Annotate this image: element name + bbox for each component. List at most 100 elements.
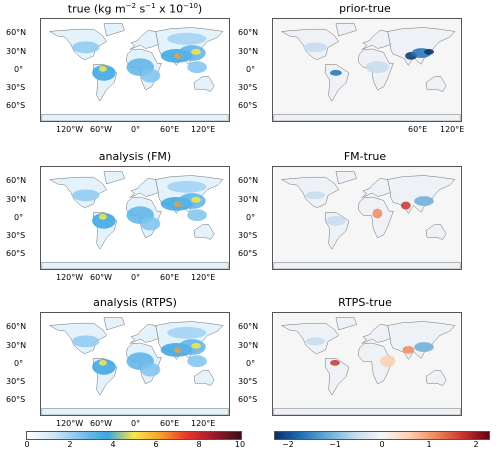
lat-label: 60°N [6, 322, 27, 331]
landmass-gr [335, 171, 357, 185]
lon-label: 120°E [191, 273, 216, 282]
landmass-eu [129, 324, 159, 344]
flux-hotspot [402, 345, 415, 354]
landmass-an [273, 261, 461, 269]
flux-hotspot [414, 342, 434, 352]
landmass-eu [361, 30, 391, 50]
flux-hotspot [424, 48, 434, 55]
lon-label: 60°W [90, 419, 113, 428]
panel-title-fm-true: FM-true [343, 150, 387, 163]
lat-label: 60°N [238, 322, 259, 331]
lon-label: 60°W [90, 273, 113, 282]
lon-label: 60°W [90, 125, 113, 134]
lat-label: 60°S [238, 101, 258, 110]
lat-label: 30°S [238, 377, 258, 386]
lat-label: 0° [14, 213, 24, 222]
colorbar-tick: 0 [379, 440, 385, 449]
landmass-eu [129, 178, 159, 198]
lon-label: 60°E [408, 125, 428, 134]
landmass-au [425, 76, 447, 92]
lat-label: 30°S [6, 83, 26, 92]
landmass-an [41, 113, 229, 121]
lat-label: 30°N [6, 47, 27, 56]
flux-hotspot [72, 41, 100, 54]
landmass-an [273, 407, 461, 415]
colorbar-tick: −2 [282, 440, 294, 449]
map-analysis-fm [40, 166, 230, 270]
lon-label: 120°E [191, 419, 216, 428]
lat-label: 60°N [6, 176, 27, 185]
lon-label: 60°E [160, 419, 180, 428]
flux-hotspot [72, 335, 100, 348]
landmass-gr [335, 23, 357, 37]
lat-label: 60°S [6, 249, 26, 258]
flux-hotspot [187, 209, 207, 222]
flux-hotspot [92, 64, 116, 81]
lon-label: 60°E [160, 125, 180, 134]
colorbar-absolute [26, 431, 242, 440]
landmass-au [193, 370, 215, 386]
map-rtps-true [272, 312, 462, 416]
flux-hotspot [400, 201, 411, 210]
map-analysis-rtps [40, 312, 230, 416]
flux-hotspot [99, 359, 107, 366]
colorbar-tick: 10 [234, 440, 246, 449]
panel-title-analysis-fm: analysis (FM) [98, 150, 172, 163]
lon-label: 120°E [191, 125, 216, 134]
lon-label: 120°W [56, 125, 84, 134]
lon-label: 120°E [440, 125, 465, 134]
landmass-an [273, 113, 461, 121]
panel-title-rtps-true: RTPS-true [338, 296, 392, 309]
lat-label: 60°S [238, 249, 258, 258]
flux-hotspot [92, 212, 116, 229]
map-true [40, 18, 230, 122]
flux-hotspot [167, 326, 207, 339]
colorbar-tick: 8 [196, 440, 202, 449]
flux-hotspot [167, 32, 207, 45]
lat-label: 60°S [238, 395, 258, 404]
flux-hotspot [303, 42, 327, 53]
landmass-eu [361, 324, 391, 344]
flux-hotspot [140, 216, 161, 231]
landmass-sa [324, 358, 350, 396]
flux-hotspot [99, 213, 107, 220]
lat-label: 0° [246, 359, 256, 368]
lat-label: 60°N [238, 176, 259, 185]
lat-label: 30°N [238, 341, 259, 350]
map-fm-true [272, 166, 462, 270]
flux-hotspot [414, 196, 434, 206]
landmass-gr [335, 317, 357, 331]
lat-label: 30°S [238, 231, 258, 240]
lat-label: 60°N [238, 28, 259, 37]
landmass-au [425, 370, 447, 386]
landmass-gr [103, 317, 125, 331]
lon-label: 0° [131, 125, 141, 134]
landmass-au [193, 76, 215, 92]
colorbar-tick: −1 [329, 440, 341, 449]
colorbar-tick: 0 [24, 440, 30, 449]
lon-label: 0° [131, 273, 141, 282]
flux-hotspot [92, 358, 116, 375]
colorbar-tick: 1 [426, 440, 432, 449]
flux-hotspot [187, 61, 207, 74]
panel-title-true: true (kg m−2 s−1 x 10−10) [67, 2, 203, 16]
map-prior-true [272, 18, 462, 122]
landmass-an [41, 261, 229, 269]
flux-hotspot [365, 61, 390, 74]
lat-label: 30°N [238, 195, 259, 204]
flux-hotspot [379, 355, 396, 368]
lat-label: 60°S [6, 395, 26, 404]
lat-label: 30°S [238, 83, 258, 92]
flux-hotspot [140, 68, 161, 83]
landmass-gr [103, 171, 125, 185]
lat-label: 30°N [6, 195, 27, 204]
flux-hotspot [99, 65, 107, 72]
flux-hotspot [305, 191, 326, 200]
flux-hotspot [305, 337, 326, 346]
flux-hotspot [330, 69, 342, 76]
flux-hotspot [72, 189, 100, 202]
flux-hotspot [140, 362, 161, 377]
flux-hotspot [187, 355, 207, 368]
colorbar-tick: 2 [473, 440, 479, 449]
landmass-an [41, 407, 229, 415]
